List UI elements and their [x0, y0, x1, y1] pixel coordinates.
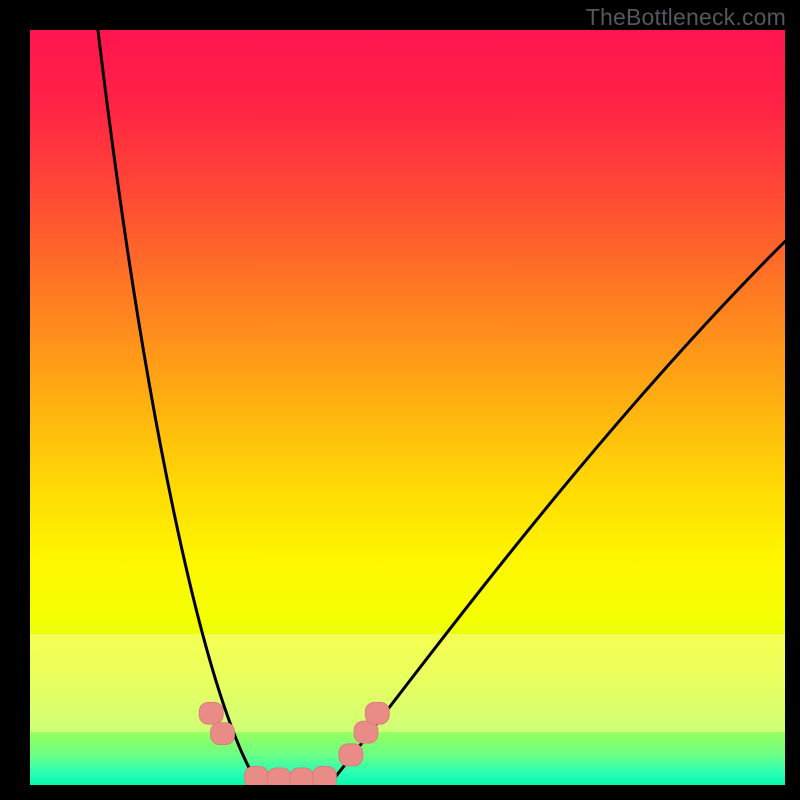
data-marker [339, 744, 363, 766]
data-marker [245, 766, 269, 785]
watermark-text: TheBottleneck.com [586, 4, 786, 31]
data-marker [267, 768, 291, 785]
data-marker [211, 723, 235, 745]
chart-frame: TheBottleneck.com [0, 0, 800, 800]
data-marker [290, 768, 314, 785]
data-marker [312, 766, 336, 785]
data-marker [199, 702, 223, 724]
bottleneck-chart-svg [30, 30, 785, 785]
data-marker [365, 702, 389, 724]
plot-area [30, 30, 785, 785]
